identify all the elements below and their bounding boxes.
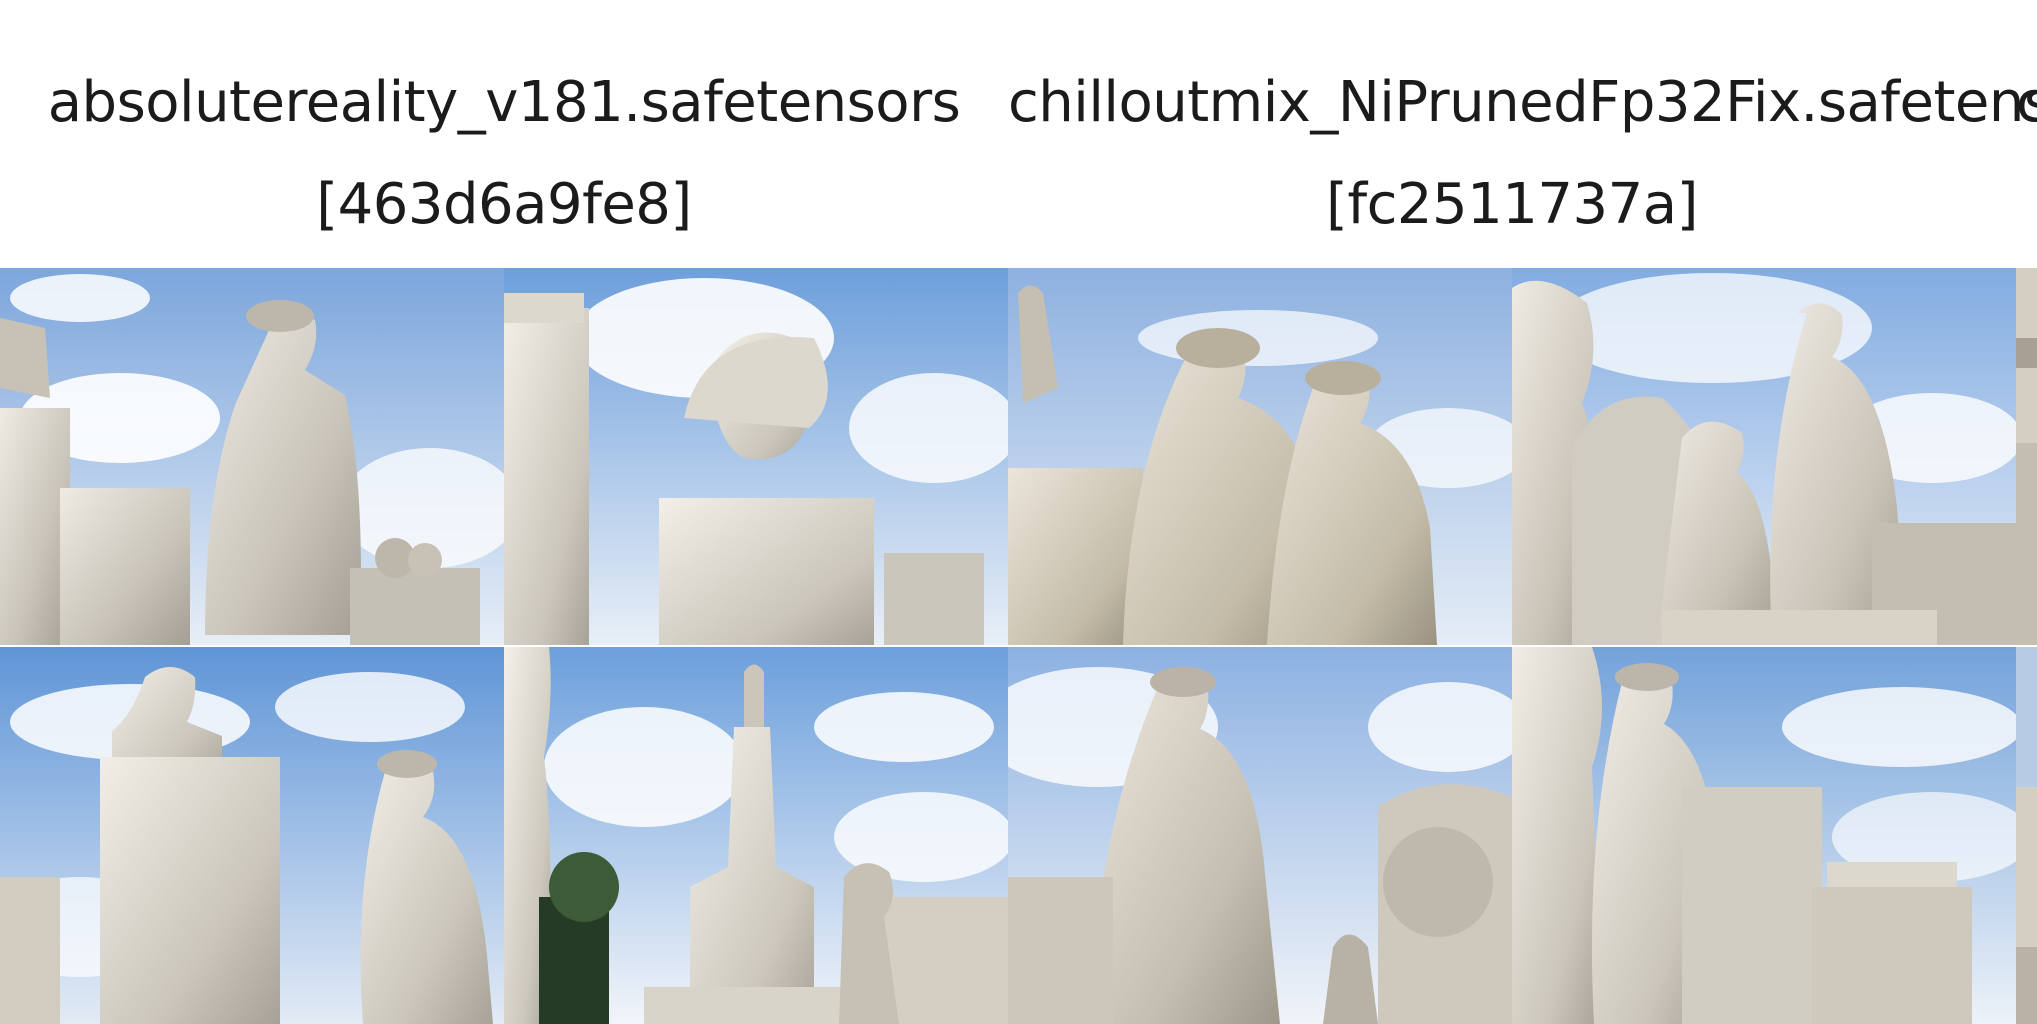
statue-image	[504, 647, 1008, 1024]
image-tile-cropped	[2016, 647, 2037, 1024]
image-tile	[504, 647, 1008, 1024]
statue-image	[1512, 268, 2016, 645]
model-hash-absolutereality: [463d6a9fe8]	[316, 172, 692, 237]
model-header-absolutereality: absolutereality_v181.safetensors [463d6a…	[0, 52, 1008, 256]
statue-image	[1008, 647, 1512, 1024]
image-tile	[504, 268, 1008, 645]
model-header-cropped: c	[2016, 52, 2037, 154]
image-tile	[1512, 647, 2016, 1024]
image-tile	[0, 647, 504, 1024]
image-tile	[0, 268, 504, 645]
image-tile	[1008, 647, 1512, 1024]
model-header-row: absolutereality_v181.safetensors [463d6a…	[0, 0, 2037, 268]
image-grid	[0, 268, 2037, 1024]
model-name-cropped: c	[2016, 70, 2037, 135]
image-tile	[1512, 268, 2016, 645]
statue-image	[1008, 268, 1512, 645]
statue-image	[504, 268, 1008, 645]
image-tile	[1008, 268, 1512, 645]
statue-image-cropped	[2016, 647, 2037, 1024]
model-name-chilloutmix: chilloutmix_NiPrunedFp32Fix.safetensors	[1008, 70, 2037, 135]
statue-image-cropped	[2016, 268, 2037, 645]
model-hash-chilloutmix: [fc2511737a]	[1326, 172, 1698, 237]
statue-image	[0, 268, 504, 645]
image-tile-cropped	[2016, 268, 2037, 645]
statue-image	[0, 647, 504, 1024]
model-header-chilloutmix: chilloutmix_NiPrunedFp32Fix.safetensors …	[1008, 52, 2037, 256]
statue-image	[1512, 647, 2016, 1024]
model-name-absolutereality: absolutereality_v181.safetensors	[47, 70, 961, 135]
